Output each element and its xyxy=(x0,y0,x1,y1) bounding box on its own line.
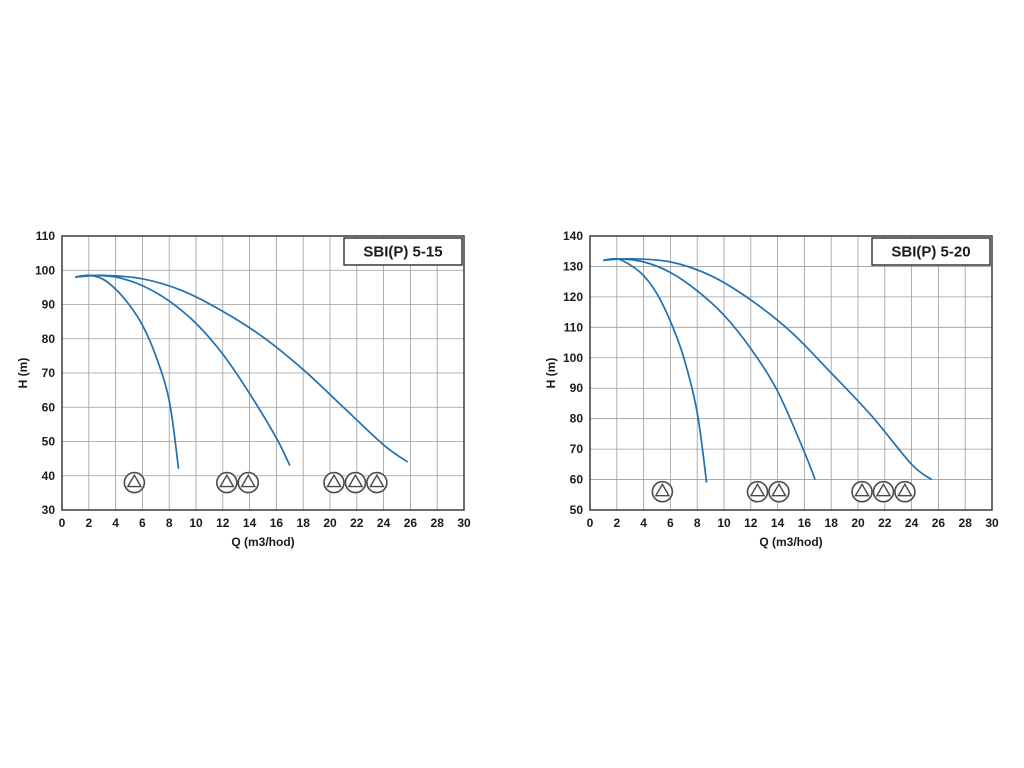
y-tick-label: 100 xyxy=(35,263,55,277)
pump-icon xyxy=(216,471,238,494)
y-tick-label: 100 xyxy=(563,351,583,365)
pump-icon xyxy=(323,471,345,494)
y-tick-labels: 30 40 50 60 70 80 90 100 110 xyxy=(35,229,55,517)
x-tick-label: 2 xyxy=(613,516,620,530)
x-tick-label: 26 xyxy=(932,516,946,530)
x-tick-label: 6 xyxy=(667,516,674,530)
y-tick-label: 130 xyxy=(563,259,583,273)
chart-title: SBI(P) 5-20 xyxy=(891,244,970,261)
pump-group-1 xyxy=(123,471,146,494)
chart-title-box: SBI(P) 5-15 xyxy=(343,237,463,266)
chart-title: SBI(P) 5-15 xyxy=(363,244,442,261)
x-tick-label: 14 xyxy=(243,516,257,530)
x-tick-label: 0 xyxy=(59,516,66,530)
y-tick-label: 60 xyxy=(570,473,584,487)
x-tick-label: 22 xyxy=(878,516,892,530)
y-tick-label: 40 xyxy=(42,469,56,483)
pump-icon-groups xyxy=(123,471,388,494)
pump-curve-chart-sbip-5-15: 30 40 50 60 70 80 90 100 110 0 2 4 6 8 10 12 14 16 18 20 22 2… xyxy=(14,218,476,560)
pump-curve-chart-sbip-5-20: 50 60 70 80 90 100 110 120 130 140 0 2 4 6 8 10 12 14 16 18… xyxy=(542,218,1004,560)
x-tick-label: 4 xyxy=(112,516,119,530)
x-tick-label: 14 xyxy=(771,516,785,530)
pump-icon xyxy=(872,480,895,503)
x-tick-label: 4 xyxy=(640,516,647,530)
pump-icon xyxy=(768,480,790,503)
pump-icon xyxy=(851,480,873,503)
grid-lines xyxy=(61,235,465,511)
plot-border xyxy=(589,235,993,511)
x-tick-label: 12 xyxy=(744,516,758,530)
pump-curve-3-pumps xyxy=(75,274,409,463)
pump-group-3 xyxy=(323,471,388,494)
y-tick-label: 70 xyxy=(570,442,584,456)
pump-curves xyxy=(603,257,933,483)
y-tick-label: 80 xyxy=(570,412,584,426)
x-axis-title: Q (m3/hod) xyxy=(759,535,822,549)
pump-icon xyxy=(344,471,367,494)
pump-group-1 xyxy=(651,480,674,503)
x-tick-label: 16 xyxy=(798,516,812,530)
pump-icon xyxy=(651,480,674,503)
x-tick-label: 26 xyxy=(404,516,418,530)
x-tick-label: 12 xyxy=(216,516,230,530)
pump-group-2 xyxy=(746,480,790,503)
x-tick-labels: 0 2 4 6 8 10 12 14 16 18 20 22 24 26 28 30 xyxy=(587,516,999,530)
y-tick-label: 90 xyxy=(570,381,584,395)
x-tick-label: 22 xyxy=(350,516,364,530)
y-tick-label: 50 xyxy=(42,435,56,449)
y-tick-label: 90 xyxy=(42,298,56,312)
chart-title-box: SBI(P) 5-20 xyxy=(871,237,991,266)
x-tick-label: 28 xyxy=(431,516,445,530)
pump-curve-1-pump xyxy=(603,257,708,483)
y-tick-label: 80 xyxy=(42,332,56,346)
pump-curve-3-pumps xyxy=(603,257,933,481)
pump-icon xyxy=(366,471,388,494)
y-axis-title: H (m) xyxy=(544,358,558,389)
pump-group-2 xyxy=(216,471,260,494)
x-tick-label: 10 xyxy=(717,516,731,530)
y-tick-labels: 50 60 70 80 90 100 110 120 130 140 xyxy=(563,229,583,517)
x-tick-label: 16 xyxy=(270,516,284,530)
x-tick-label: 20 xyxy=(323,516,337,530)
x-axis-title: Q (m3/hod) xyxy=(231,535,294,549)
x-tick-label: 8 xyxy=(166,516,173,530)
pump-curves xyxy=(75,274,409,470)
x-tick-labels: 0 2 4 6 8 10 12 14 16 18 20 22 24 26 28 30 xyxy=(59,516,471,530)
y-tick-label: 110 xyxy=(564,320,584,334)
y-tick-label: 120 xyxy=(563,290,583,304)
plot-border xyxy=(61,235,465,511)
x-tick-label: 6 xyxy=(139,516,146,530)
x-tick-label: 10 xyxy=(189,516,203,530)
pump-icon-groups xyxy=(651,480,916,503)
y-tick-label: 50 xyxy=(570,503,584,517)
pump-icon xyxy=(123,471,146,494)
x-tick-label: 24 xyxy=(905,516,919,530)
x-tick-label: 30 xyxy=(985,516,999,530)
x-tick-label: 18 xyxy=(297,516,311,530)
x-tick-label: 2 xyxy=(85,516,92,530)
y-axis-title: H (m) xyxy=(16,358,30,389)
pump-icon xyxy=(894,480,916,503)
pump-group-3 xyxy=(851,480,916,503)
x-tick-label: 18 xyxy=(825,516,839,530)
pump-icon xyxy=(746,480,769,503)
y-tick-label: 110 xyxy=(36,229,56,243)
y-tick-label: 70 xyxy=(42,366,56,380)
x-tick-label: 0 xyxy=(587,516,594,530)
x-tick-label: 24 xyxy=(377,516,391,530)
plot-area xyxy=(590,236,992,510)
y-tick-label: 140 xyxy=(563,229,583,243)
y-tick-label: 60 xyxy=(42,400,56,414)
x-tick-label: 28 xyxy=(959,516,973,530)
pump-icon xyxy=(237,471,260,494)
x-tick-label: 8 xyxy=(694,516,701,530)
x-tick-label: 20 xyxy=(851,516,865,530)
y-tick-label: 30 xyxy=(42,503,56,517)
x-tick-label: 30 xyxy=(457,516,471,530)
